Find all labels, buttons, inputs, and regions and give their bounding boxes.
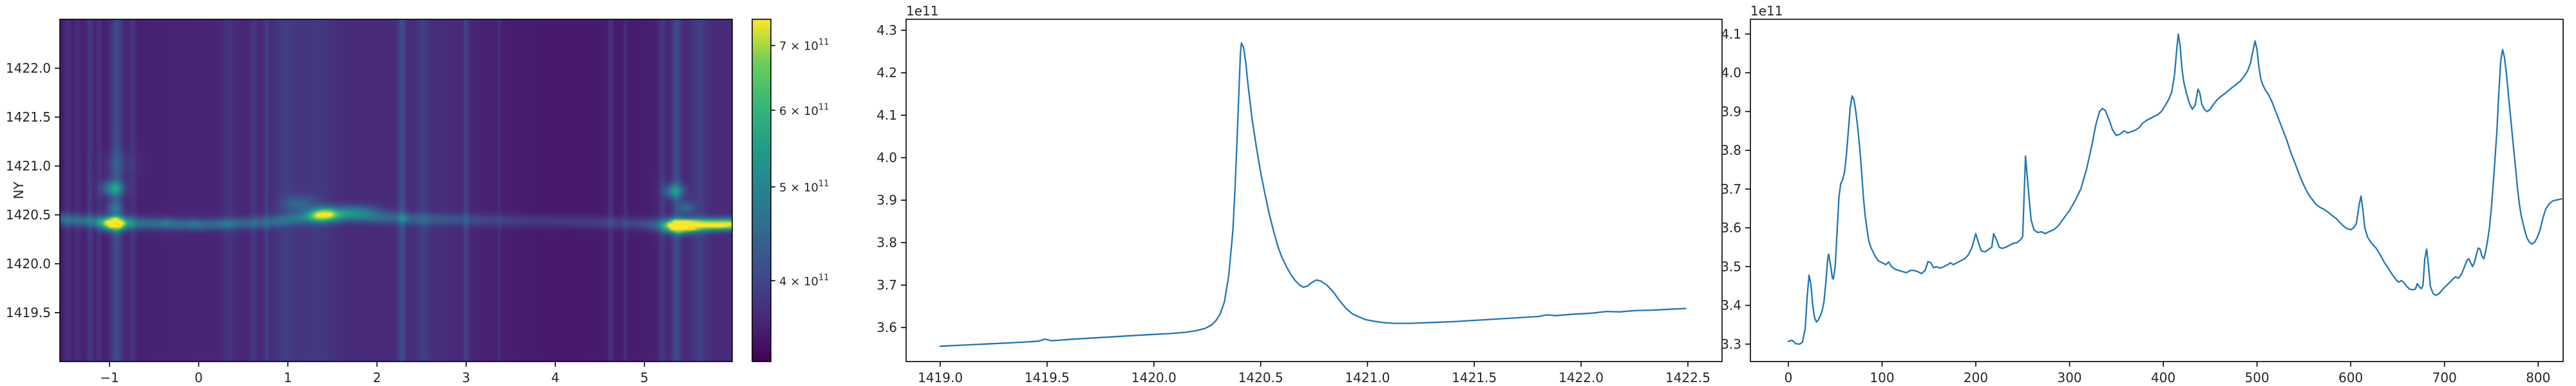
y-tick-label: 3.9 bbox=[876, 192, 897, 208]
timeseries-axes: 0 100 200 300 400 500 600 700 800 3.3 3.4 3.5 3.6 3.7… bbox=[1721, 19, 2564, 385]
x-tick-label: −1 bbox=[100, 370, 118, 385]
x-tick-label: 4 bbox=[551, 370, 560, 385]
x-tick-label: 1422.5 bbox=[1665, 370, 1710, 385]
x-tick-label: 400 bbox=[2151, 370, 2175, 385]
colorbar-tick-exponent: 11 bbox=[819, 179, 829, 189]
colorbar-tick-mantissa: 6 × 10 bbox=[779, 104, 819, 118]
y-tick-label: 1420.0 bbox=[6, 256, 51, 271]
y-tick-label: 4.2 bbox=[876, 65, 897, 80]
x-axis: 1419.0 1419.5 1420.0 1420.5 1421.0 1421.5 1422… bbox=[918, 362, 1710, 385]
y-tick-label: 4.0 bbox=[876, 150, 897, 165]
colorbar-tick-exponent: 11 bbox=[819, 273, 829, 282]
x-tick-label: 1420.5 bbox=[1238, 370, 1283, 385]
spectrum-offset-label: 1e11 bbox=[906, 3, 938, 19]
y-tick-label: 3.3 bbox=[1721, 336, 1741, 352]
colorbar-tick-label: 6 × 1011 bbox=[779, 102, 829, 118]
axes-spine bbox=[59, 19, 733, 362]
data-series-line bbox=[939, 42, 1687, 347]
x-tick-label: 3 bbox=[462, 370, 470, 385]
x-tick-label: 800 bbox=[2526, 370, 2550, 385]
y-tick-label: 3.5 bbox=[1721, 259, 1741, 274]
colorbar-tick-mantissa: 5 × 10 bbox=[779, 181, 819, 195]
x-tick-label: 5 bbox=[640, 370, 649, 385]
heatmap-y-axis-label: NY bbox=[11, 181, 26, 199]
y-tick-label: 1420.5 bbox=[6, 207, 51, 223]
y-axis: 1419.5 1420.0 1420.5 1421.0 1421.5 1422.0 bbox=[6, 60, 60, 320]
y-tick-label: 3.7 bbox=[876, 277, 897, 293]
x-tick-label: 300 bbox=[2057, 370, 2081, 385]
timeseries-offset-label: 1e11 bbox=[1750, 3, 1783, 19]
y-tick-label: 3.4 bbox=[1721, 298, 1741, 313]
y-tick-label: 4.3 bbox=[876, 23, 897, 38]
y-axis: 3.6 3.7 3.8 3.9 4.0 4.1 4.2 4.3 bbox=[876, 23, 906, 335]
axes-spine bbox=[905, 19, 1723, 362]
y-tick-label: 3.7 bbox=[1721, 181, 1741, 197]
y-tick-label: 1421.0 bbox=[6, 158, 51, 174]
y-tick-label: 1419.5 bbox=[6, 305, 51, 320]
x-tick-label: 1422.0 bbox=[1558, 370, 1604, 385]
x-tick-label: 1 bbox=[284, 370, 292, 385]
colorbar-tick-label: 4 × 1011 bbox=[779, 273, 829, 288]
x-tick-label: 0 bbox=[194, 370, 203, 385]
heatmap-axes: −1 0 1 2 3 4 51419.51420.01420.51421.01421.514… bbox=[6, 19, 733, 385]
colorbar-tick-mantissa: 7 × 10 bbox=[779, 40, 819, 53]
y-tick-label: 3.8 bbox=[876, 235, 897, 250]
colorbar-tick-label: 7 × 1011 bbox=[779, 38, 829, 53]
x-axis: 0 100 200 300 400 500 600 700 800 bbox=[1785, 362, 2550, 385]
x-tick-label: 1420.0 bbox=[1132, 370, 1177, 385]
colorbar-tick-exponent: 11 bbox=[819, 102, 829, 112]
colorbar-tick-mantissa: 4 × 10 bbox=[779, 275, 819, 288]
y-tick-label: 3.9 bbox=[1721, 104, 1741, 119]
y-tick-label: 4.1 bbox=[1721, 26, 1741, 42]
y-tick-label: 3.6 bbox=[1721, 220, 1741, 235]
heatmap-image bbox=[60, 19, 732, 362]
x-tick-label: 600 bbox=[2338, 370, 2363, 385]
x-axis: −1 0 1 2 3 4 5 bbox=[100, 362, 649, 385]
y-tick-label: 4.1 bbox=[876, 107, 897, 123]
colorbar-tick-label: 5 × 1011 bbox=[779, 179, 829, 195]
y-axis: 3.3 3.4 3.5 3.6 3.7 3.8 3.9 4.0 4.1 bbox=[1721, 26, 1750, 352]
data-series-line bbox=[1787, 33, 2562, 345]
y-tick-label: 1422.0 bbox=[6, 60, 51, 76]
x-tick-label: 100 bbox=[1870, 370, 1894, 385]
x-tick-label: 1421.0 bbox=[1345, 370, 1390, 385]
x-tick-label: 700 bbox=[2432, 370, 2457, 385]
colorbar-outline bbox=[752, 19, 772, 362]
x-tick-label: 0 bbox=[1785, 370, 1793, 385]
colorbar-tick-exponent: 11 bbox=[819, 38, 829, 48]
colorbar-gradient bbox=[752, 19, 771, 362]
x-tick-label: 2 bbox=[373, 370, 381, 385]
y-tick-label: 3.8 bbox=[1721, 143, 1741, 158]
y-tick-label: 3.6 bbox=[876, 320, 897, 335]
y-tick-label: 4.0 bbox=[1721, 65, 1741, 80]
y-tick-label: 1421.5 bbox=[6, 109, 51, 125]
spectrum-axes: 1419.0 1419.5 1420.0 1420.5 1421.0 1421.5 1422… bbox=[876, 19, 1723, 385]
x-tick-label: 1419.0 bbox=[918, 370, 963, 385]
axes-spine bbox=[1750, 19, 2564, 362]
x-tick-label: 500 bbox=[2245, 370, 2269, 385]
x-tick-label: 200 bbox=[1964, 370, 1988, 385]
x-tick-label: 1421.5 bbox=[1452, 370, 1497, 385]
x-tick-label: 1419.5 bbox=[1025, 370, 1070, 385]
